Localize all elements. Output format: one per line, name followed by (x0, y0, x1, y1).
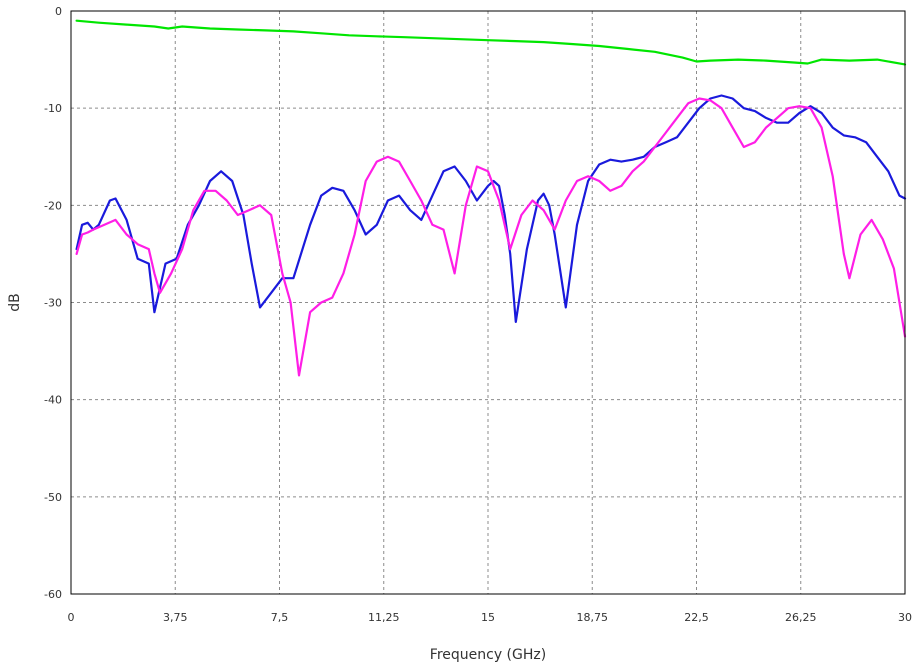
y-tick-label: -20 (44, 199, 62, 212)
x-tick-label: 18,75 (577, 611, 609, 624)
x-tick-label: 3,75 (163, 611, 188, 624)
y-axis-title: dB (7, 293, 23, 312)
x-tick-label: 0 (68, 611, 75, 624)
grid (71, 11, 905, 594)
y-tick-label: -60 (44, 588, 62, 601)
series-line-2 (75, 94, 907, 323)
plot-frame (70, 10, 906, 595)
tick-labels: 0 3,75 7,5 11,25 15 18,75 22,5 26,25 30 0 -10 -20 -3… (44, 5, 912, 624)
y-tick-label: -10 (44, 102, 62, 115)
x-axis-title: Frequency (GHz) (430, 647, 546, 663)
y-tick-label: 0 (55, 5, 62, 18)
x-tick-label: 26,25 (785, 611, 817, 624)
x-tick-label: 11,25 (368, 611, 400, 624)
series-line-1 (75, 19, 907, 66)
y-tick-label: -40 (44, 394, 62, 407)
series-layer (75, 19, 907, 377)
x-tick-label: 7,5 (271, 611, 289, 624)
x-tick-label: 15 (481, 611, 495, 624)
x-tick-label: 30 (898, 611, 912, 624)
series-line-3 (75, 97, 907, 377)
y-tick-label: -50 (44, 491, 62, 504)
y-tick-label: -30 (44, 297, 62, 310)
x-tick-label: 22,5 (684, 611, 709, 624)
